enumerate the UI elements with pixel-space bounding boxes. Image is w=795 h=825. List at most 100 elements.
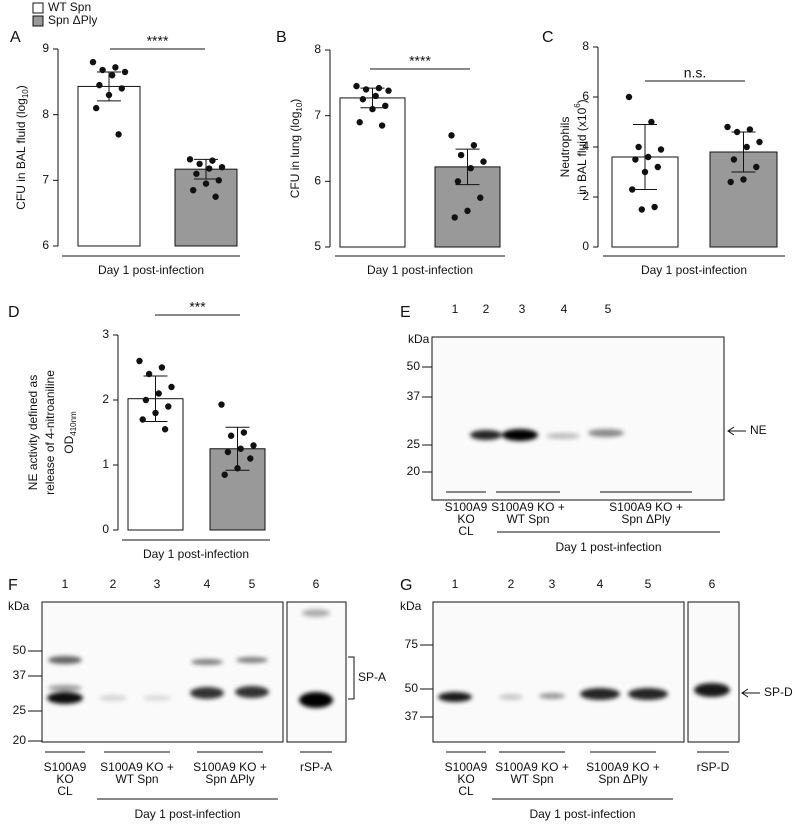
lane-number: 3: [519, 302, 526, 316]
marker-label: 37: [407, 389, 421, 403]
y-axis-label: release of 4-nitroaniline: [43, 370, 57, 495]
panel-letter: C: [542, 29, 554, 46]
group-label: KO: [457, 772, 474, 786]
blot-band: [299, 692, 333, 708]
data-point: [756, 138, 763, 146]
data-point: [218, 401, 225, 408]
legend-swatch: [32, 15, 44, 27]
marker-label: 50: [13, 643, 27, 657]
data-point: [93, 104, 100, 112]
significance-label: ****: [409, 53, 431, 69]
data-point: [196, 160, 203, 168]
significance-label: ****: [147, 33, 169, 49]
data-point: [155, 390, 162, 397]
y-axis-label: OD410nm: [62, 411, 78, 454]
y-tick-label: 2: [582, 189, 589, 203]
group-label: WT Spn: [510, 772, 553, 786]
x-axis-label: Day 1 post-infection: [143, 547, 249, 561]
data-point: [152, 409, 159, 417]
y-tick-label: 6: [582, 89, 589, 103]
data-point: [221, 471, 228, 478]
blot-band: [470, 430, 502, 440]
group-label: S100A9 KO +: [495, 760, 569, 774]
data-point: [168, 383, 175, 391]
data-point: [454, 178, 462, 185]
y-axis-label-sub: 10: [295, 102, 304, 111]
y-tick-label: 8: [314, 42, 321, 56]
y-axis-label-sub: 10: [21, 89, 30, 98]
blot-band: [48, 685, 82, 691]
y-tick-label: 2: [102, 392, 109, 406]
marker-label: 20: [407, 464, 421, 478]
lane-number: 2: [483, 302, 490, 316]
data-point: [136, 357, 143, 365]
marker-label: 37: [405, 709, 419, 723]
y-axis-label-text: release of 4-nitroaniline: [43, 370, 57, 495]
panel-letter: D: [8, 304, 20, 321]
group-label: WT Spn: [115, 772, 158, 786]
lane-number: 3: [154, 577, 161, 591]
data-point: [730, 156, 738, 163]
group-label: S100A9 KO +: [609, 500, 683, 514]
y-tick-label: 1: [102, 457, 109, 471]
group-label: Spn ΔPly: [205, 772, 254, 786]
data-point: [654, 163, 661, 171]
blot-band: [302, 609, 330, 617]
group-label: S100A9: [445, 760, 488, 774]
data-point: [212, 193, 219, 200]
data-point: [359, 96, 367, 103]
group-label: KO: [457, 512, 474, 526]
data-point: [464, 207, 471, 215]
marker-label: 50: [407, 359, 421, 373]
blot-band: [694, 683, 730, 697]
data-point: [638, 206, 645, 213]
data-point: [96, 81, 103, 89]
y-axis-label-sup: 6: [573, 103, 582, 108]
data-point: [657, 146, 665, 153]
data-point: [237, 445, 244, 452]
group-label: S100A9 KO +: [100, 760, 174, 774]
group-label: rSP-A: [300, 760, 332, 774]
data-point: [746, 126, 754, 133]
y-axis-label-text: OD: [62, 435, 76, 453]
legend-swatch: [32, 2, 44, 14]
target-arrow-head: [727, 426, 735, 436]
data-point: [202, 180, 210, 187]
y-tick-label: 0: [102, 522, 109, 536]
group-label: WT Spn: [506, 512, 549, 526]
error-bar: [455, 148, 480, 186]
data-point: [234, 465, 241, 472]
marker-label: 37: [13, 668, 27, 682]
lane-number: 4: [204, 577, 211, 591]
data-point: [448, 132, 455, 139]
panel-letter: B: [276, 29, 287, 46]
data-point: [477, 194, 484, 201]
data-point: [651, 203, 658, 211]
blot-band: [191, 659, 223, 665]
blot-band: [143, 695, 171, 701]
data-point: [209, 157, 216, 164]
blot-bands: [470, 429, 624, 441]
data-point: [224, 448, 232, 456]
group-label: S100A9 KO +: [586, 760, 660, 774]
data-point: [250, 442, 257, 449]
data-point: [645, 153, 652, 161]
bar: [339, 97, 406, 248]
group-label: Spn ΔPly: [621, 512, 670, 526]
data-point: [240, 429, 248, 436]
y-axis-label-text: CFU in BAL fluid (log: [14, 98, 28, 210]
data-point: [375, 84, 383, 92]
x-axis-label: Day 1 post-infection: [98, 263, 204, 277]
data-point: [641, 168, 649, 176]
group-label: S100A9: [44, 760, 87, 774]
data-point: [648, 118, 655, 126]
y-axis-label: Neutrophils: [558, 117, 572, 178]
blot-band: [190, 687, 224, 699]
lane-number: 5: [605, 302, 612, 316]
group-label: Spn ΔPly: [598, 772, 647, 786]
group-label: CL: [57, 784, 73, 798]
blot-band: [48, 656, 82, 664]
data-point: [158, 364, 166, 371]
data-point: [733, 128, 741, 136]
